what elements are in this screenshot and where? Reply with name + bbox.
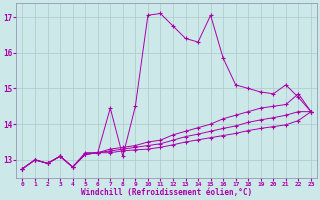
X-axis label: Windchill (Refroidissement éolien,°C): Windchill (Refroidissement éolien,°C)	[81, 188, 252, 197]
